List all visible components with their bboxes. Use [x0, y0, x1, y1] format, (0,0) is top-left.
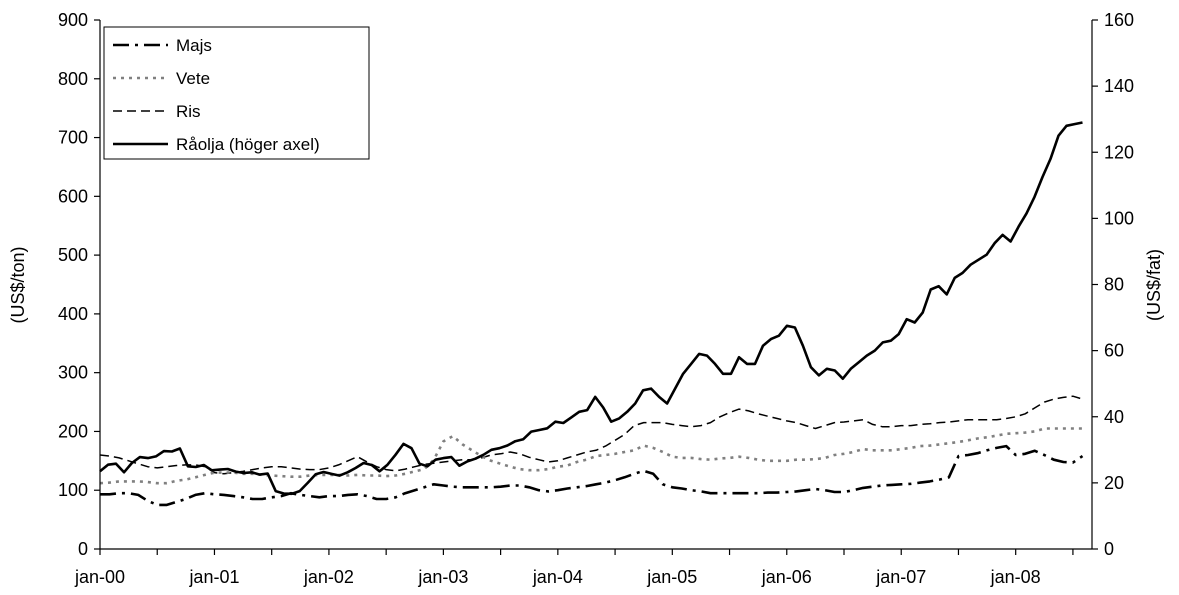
y-tick-label: 300: [58, 363, 88, 383]
x-tick-label: jan-05: [646, 567, 697, 587]
x-tick-label: jan-06: [761, 567, 812, 587]
legend-label-2: Ris: [176, 102, 201, 121]
series-line-0: [100, 444, 1084, 507]
legend: Majs Vete Ris Råolja (höger axel): [103, 26, 370, 160]
x-tick-label: jan-02: [303, 567, 354, 587]
x-tick-label: jan-07: [875, 567, 926, 587]
legend-label-3: Råolja (höger axel): [176, 135, 320, 154]
series-layer: [99, 121, 1084, 507]
legend-label-1: Vete: [176, 69, 210, 88]
legend-items: Majs Vete Ris Råolja (höger axel): [113, 36, 320, 154]
y2-tick-label: 60: [1104, 341, 1124, 361]
ticks-layer: 0 100 200 300 400 500 600 700 800 900 0 20 40 60 80 100…: [58, 10, 1134, 587]
y2-tick-label: 160: [1104, 10, 1134, 30]
legend-label-0: Majs: [176, 36, 212, 55]
y2-tick-label: 40: [1104, 407, 1124, 427]
legend-box: [103, 26, 370, 160]
x-tick-label: jan-03: [417, 567, 468, 587]
y2-tick-label: 100: [1104, 208, 1134, 228]
y2-tick-label: 0: [1104, 539, 1114, 559]
y-tick-label: 900: [58, 10, 88, 30]
series-line-1: [99, 427, 1083, 485]
x-tick-label: jan-00: [74, 567, 125, 587]
series-line-2: [99, 395, 1083, 475]
y-tick-label: 500: [58, 245, 88, 265]
x-tick-label: jan-01: [188, 567, 239, 587]
y-axis-title: (US$/ton): [8, 246, 28, 323]
y2-axis-title: (US$/fat): [1144, 249, 1164, 321]
y2-tick-label: 80: [1104, 275, 1124, 295]
series-line-3: [99, 121, 1083, 496]
y-tick-label: 200: [58, 421, 88, 441]
y-tick-label: 400: [58, 304, 88, 324]
y-tick-label: 100: [58, 480, 88, 500]
y2-tick-label: 120: [1104, 142, 1134, 162]
x-tick-label: jan-04: [532, 567, 583, 587]
y-tick-label: 700: [58, 128, 88, 148]
y2-tick-label: 20: [1104, 473, 1124, 493]
y2-tick-label: 140: [1104, 76, 1134, 96]
y-tick-label: 0: [78, 539, 88, 559]
y-tick-label: 600: [58, 186, 88, 206]
y-tick-label: 800: [58, 69, 88, 89]
x-tick-label: jan-08: [990, 567, 1041, 587]
